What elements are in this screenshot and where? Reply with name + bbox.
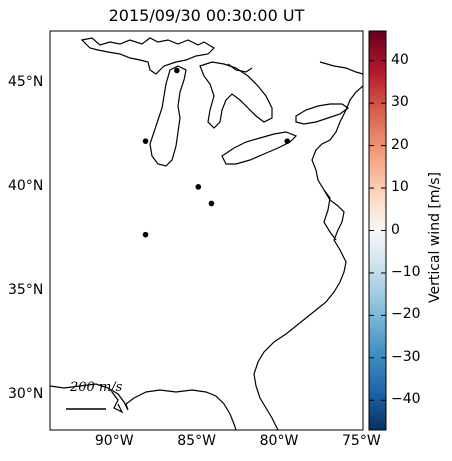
colorbar-tick-label: −30 [391, 348, 421, 365]
lake-ontario-outline [295, 103, 350, 125]
y-tick-label: 40°N [8, 177, 44, 194]
station-marker [284, 138, 291, 144]
colorbar-tick-label: 0 [391, 221, 400, 238]
colorbar-tick-label: 40 [391, 51, 409, 68]
station-marker [208, 200, 215, 207]
st-lawrence-outline [319, 61, 363, 75]
x-tick-label: 85°W [177, 433, 216, 449]
scale-bar-label: 200 m/s [70, 380, 123, 395]
station-marker [174, 67, 180, 74]
northern-border-outline [227, 63, 253, 73]
coastlines [50, 37, 363, 430]
colorbar-tick-label: −40 [391, 391, 421, 408]
colorbar-tick-label: −20 [391, 306, 421, 323]
y-tick-label: 45°N [8, 73, 44, 90]
colorbar-tick-label: −10 [391, 263, 421, 280]
colorbar-ticks [369, 60, 386, 401]
colorbar-tick-label: 20 [391, 136, 409, 153]
colorbar-tick-label: 10 [391, 179, 409, 196]
map-title: 2015/09/30 00:30:00 UT [108, 6, 305, 25]
station-marker [142, 138, 149, 144]
station-markers [142, 67, 291, 238]
lake-michigan-outline [149, 65, 187, 167]
colorbar-title: Vertical wind [m/s] [427, 172, 443, 303]
atlantic-coastline [253, 85, 363, 430]
y-tick-label: 35°N [8, 281, 44, 298]
y-tick-label: 30°N [8, 385, 44, 402]
lake-erie-outline [221, 131, 298, 165]
station-marker [195, 184, 202, 190]
x-tick-label: 75°W [342, 433, 381, 449]
lake-huron-outline [199, 61, 273, 129]
mississippi-delta-outline [111, 391, 124, 414]
x-tick-label: 90°W [94, 433, 134, 449]
x-tick-label: 80°W [259, 433, 299, 449]
lake-superior-outline [80, 37, 215, 75]
chesapeake-outline [323, 189, 337, 241]
colorbar-tick-label: 30 [391, 94, 409, 111]
station-marker [142, 231, 149, 238]
map-frame [49, 30, 364, 431]
gulf-coastline [50, 383, 237, 430]
